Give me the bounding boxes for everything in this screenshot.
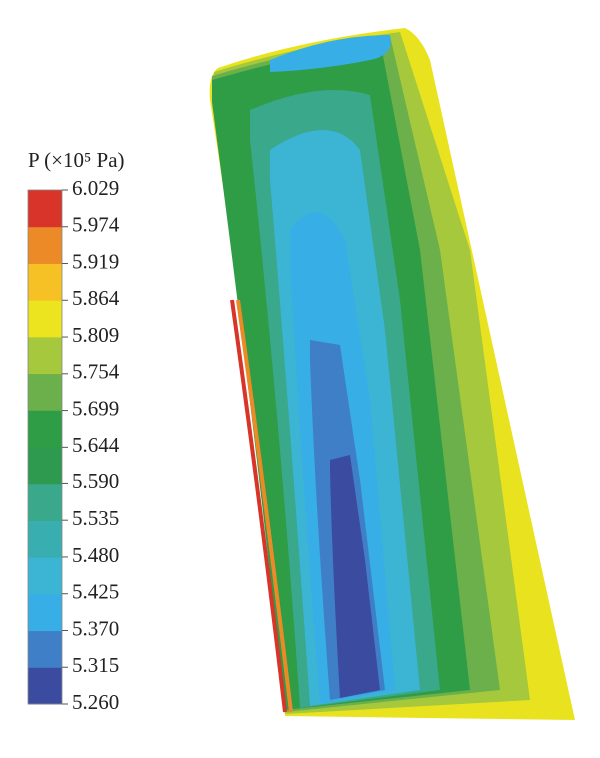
pressure-field (209, 28, 575, 720)
tick-label: 5.864 (72, 286, 120, 310)
tick-label: 5.809 (72, 323, 119, 347)
colorbar-label: P (×10⁵ Pa) (28, 148, 125, 172)
tick-label: 5.370 (72, 616, 119, 640)
tick-label: 5.590 (72, 469, 119, 493)
colorbar-band (28, 410, 62, 448)
tick-label: 5.699 (72, 396, 119, 420)
colorbar-band (28, 263, 62, 301)
colorbar-band (28, 667, 62, 705)
edge-orange (236, 299, 293, 713)
band-dark-blue (330, 455, 380, 698)
tick-label: 5.260 (72, 690, 119, 714)
tick-label: 6.029 (72, 176, 119, 200)
colorbar-band (28, 557, 62, 595)
tick-label: 5.535 (72, 506, 119, 530)
colorbar-band (28, 520, 62, 558)
colorbar-band (28, 373, 62, 411)
colorbar-band (28, 226, 62, 264)
band-top-cyan (270, 35, 391, 72)
tick-label: 5.315 (72, 653, 119, 677)
tick-label: 5.974 (72, 213, 120, 237)
colorbar-band (28, 300, 62, 338)
colorbar-band (28, 336, 62, 375)
colorbar-band (28, 190, 62, 228)
edge-red (230, 299, 287, 713)
tick-label: 5.480 (72, 543, 119, 567)
tick-label: 5.425 (72, 580, 119, 604)
tick-label: 5.644 (72, 433, 120, 457)
colorbar-band (28, 447, 62, 485)
colorbar: 6.029 5.974 5.919 5.864 5.809 5.754 5.699 5.644… (27, 176, 120, 714)
colorbar-band (28, 593, 62, 632)
colorbar-band (28, 483, 62, 521)
tick-label: 5.754 (72, 360, 120, 384)
colorbar-band (28, 630, 62, 668)
tick-label: 5.919 (72, 249, 119, 273)
